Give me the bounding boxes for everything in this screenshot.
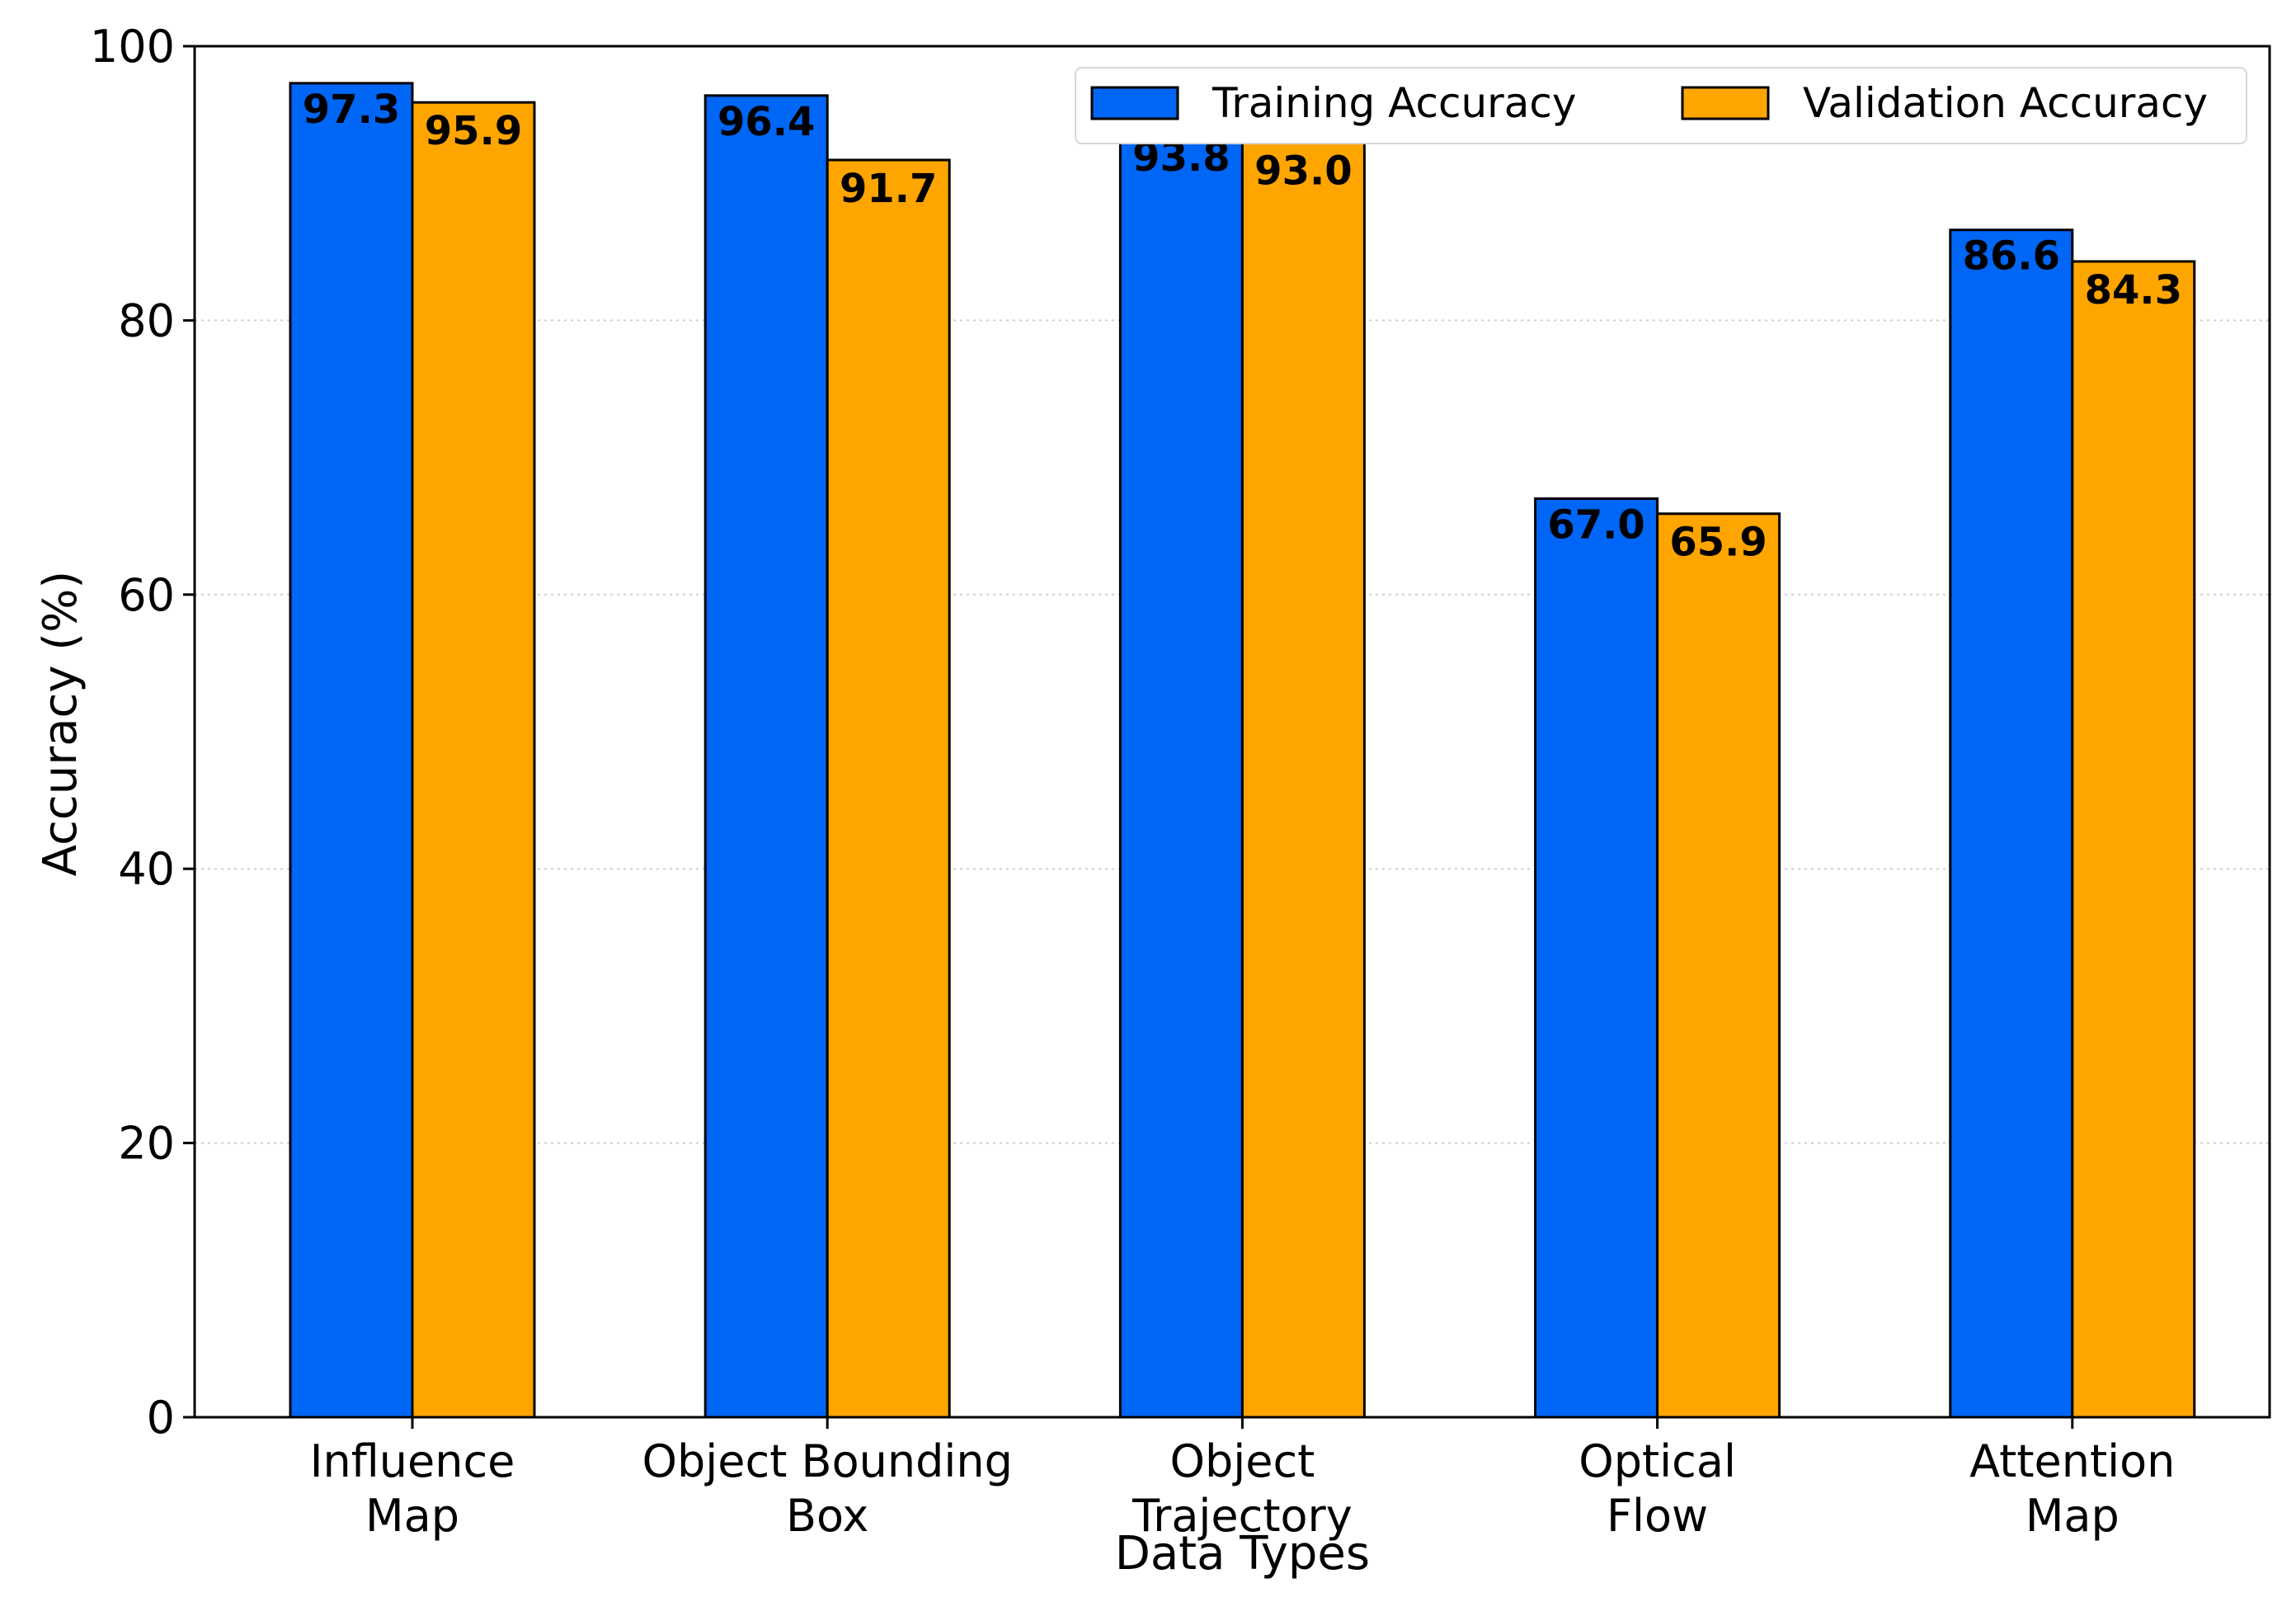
bar-training <box>1949 229 2074 1419</box>
x-axis-title: Data Types <box>1115 1527 1370 1581</box>
x-tick-label: Trajectory <box>1132 1490 1353 1542</box>
data-label-validation: 84.3 <box>2085 267 2182 313</box>
bar-training <box>1118 130 1244 1419</box>
y-tick-label: 0 <box>147 1392 175 1444</box>
y-axis: 0 20 40 60 80 100 <box>90 21 195 1444</box>
y-axis-title: Accuracy (%) <box>34 571 87 876</box>
bar-validation <box>1656 512 1781 1419</box>
x-tick-label: Map <box>2025 1490 2120 1542</box>
data-label-validation: 93.0 <box>1254 148 1352 194</box>
plot-frame <box>193 45 2271 1419</box>
x-tick-label: Object <box>1169 1435 1315 1487</box>
legend: Training Accuracy Validation Accuracy <box>1075 67 2247 144</box>
legend-label-training: Training Accuracy <box>1212 79 1576 127</box>
data-label-validation: 65.9 <box>1669 520 1767 566</box>
data-label-training: 97.3 <box>303 87 400 133</box>
x-tick-label: Map <box>365 1490 459 1542</box>
legend-swatch-training <box>1090 86 1179 120</box>
data-label-validation: 91.7 <box>840 166 937 212</box>
data-label-training: 67.0 <box>1547 502 1644 548</box>
bar-validation <box>1240 140 1366 1419</box>
data-label-validation: 95.9 <box>425 108 522 154</box>
x-tick-label: Attention <box>1969 1435 2175 1487</box>
y-tick-label: 100 <box>90 21 175 73</box>
legend-swatch-validation <box>1681 86 1770 120</box>
y-tick-label: 80 <box>118 294 175 346</box>
x-tick-label: Object Bounding <box>642 1435 1013 1487</box>
y-tick-label: 40 <box>118 843 175 895</box>
x-tick-label: Optical <box>1578 1435 1736 1487</box>
x-tick-label: Flow <box>1607 1490 1708 1542</box>
bar-training <box>289 82 414 1419</box>
bar-validation <box>411 101 536 1419</box>
bar-training <box>703 94 829 1419</box>
legend-label-validation: Validation Accuracy <box>1803 79 2208 127</box>
y-tick-label: 20 <box>118 1118 175 1170</box>
data-label-training: 96.4 <box>718 99 815 145</box>
legend-box <box>1075 67 2247 144</box>
x-tick-label: Influence <box>310 1435 515 1487</box>
bar-validation <box>826 158 951 1419</box>
bar-validation <box>2071 260 2196 1419</box>
bar-training <box>1534 497 1659 1419</box>
data-label-training: 86.6 <box>1963 233 2060 280</box>
y-tick-label: 60 <box>118 569 175 621</box>
x-tick-label: Box <box>786 1490 868 1542</box>
